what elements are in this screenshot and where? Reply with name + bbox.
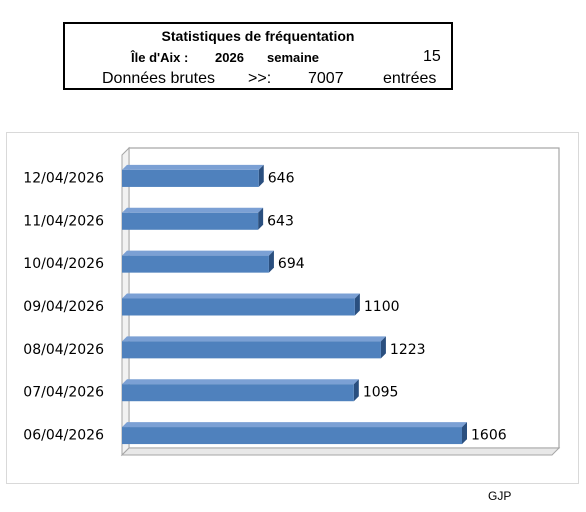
data-label: 1606 [471, 428, 507, 444]
category-label: 09/04/2026 [23, 299, 104, 315]
category-label: 08/04/2026 [23, 342, 104, 358]
bar-side [258, 207, 264, 230]
bar-top [122, 164, 264, 170]
bar [122, 255, 269, 273]
bar-top [122, 379, 359, 385]
data-label: 646 [268, 170, 295, 186]
data-label: 643 [267, 213, 294, 229]
total-entries-value: 7007 [308, 70, 344, 87]
bar-top [122, 207, 264, 213]
bar [122, 341, 381, 359]
arrow-symbol: >>: [248, 70, 272, 87]
entries-label: entrées [383, 70, 437, 87]
footer-credit: GJP [488, 489, 512, 503]
bar [122, 384, 354, 402]
category-label: 10/04/2026 [23, 256, 104, 272]
chart-frame: 1606 06/04/2026 1095 07/04/2026 1223 08/04/20… [6, 132, 579, 484]
bar-side [462, 422, 467, 445]
bar [122, 212, 259, 230]
bar-top [122, 293, 360, 299]
data-label: 1100 [364, 299, 400, 315]
raw-data-label: Données brutes [102, 70, 215, 87]
header-title: Statistiques de fréquentation [161, 28, 355, 44]
data-label: 1223 [390, 342, 426, 358]
bar-side [353, 379, 359, 402]
bar-chart: 1606 06/04/2026 1095 07/04/2026 1223 08/04/20… [23, 146, 561, 457]
bar [122, 169, 259, 187]
data-label: 1095 [363, 385, 399, 401]
bar-top [122, 422, 467, 428]
data-label: 694 [278, 256, 305, 272]
bar [122, 298, 355, 316]
category-label: 12/04/2026 [23, 170, 104, 186]
bar-side [380, 336, 386, 359]
stats-header-box: Statistiques de fréquentation Île d'Aix … [63, 22, 453, 90]
year-value: 2026 [215, 50, 244, 65]
week-number: 15 [423, 48, 441, 65]
bar-top [122, 336, 386, 342]
category-label: 07/04/2026 [23, 385, 104, 401]
bar-side [268, 250, 274, 273]
category-label: 11/04/2026 [23, 213, 104, 229]
bar-side [258, 164, 264, 187]
island-label: Île d'Aix : [131, 50, 189, 65]
floor [120, 447, 561, 456]
week-label: semaine [267, 50, 320, 65]
bar-side [354, 293, 360, 316]
category-label: 06/04/2026 [23, 428, 104, 444]
bar [122, 427, 462, 445]
bar-top [122, 250, 274, 256]
